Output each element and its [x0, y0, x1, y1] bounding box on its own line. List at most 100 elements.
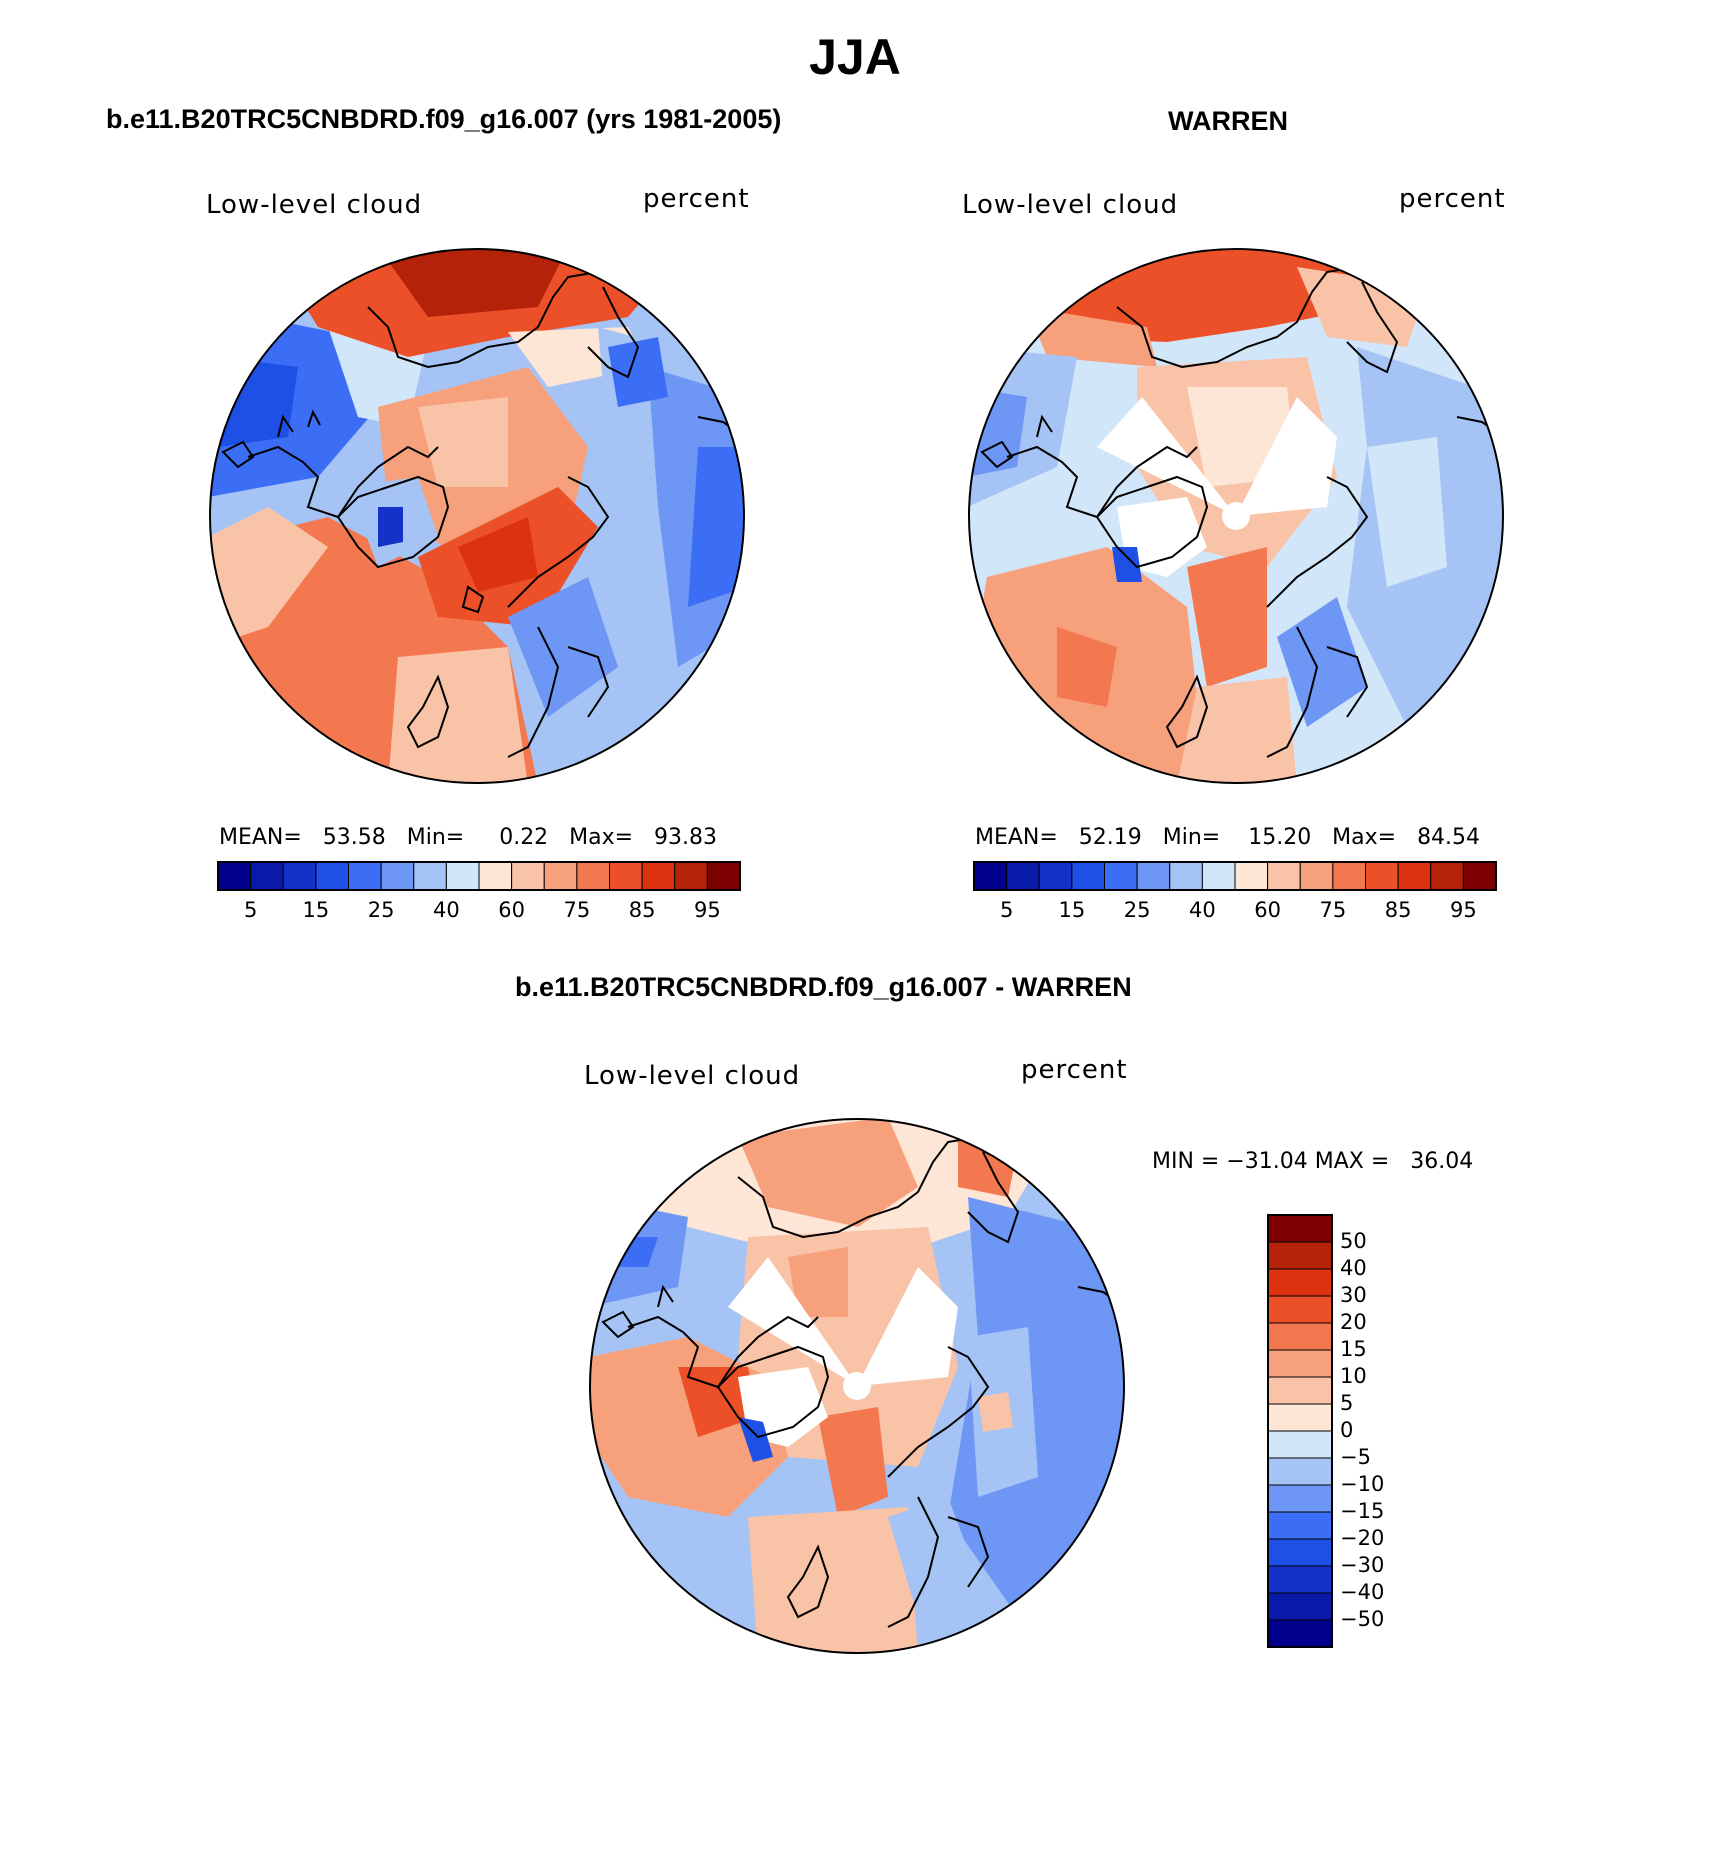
colorbar-swatch [1332, 861, 1366, 891]
panel-2-variable-label: Low-level cloud [962, 190, 1179, 220]
colorbar-swatch [315, 861, 349, 891]
panel-3-polar-map [589, 1118, 1125, 1654]
field-greenland-blue [1112, 547, 1142, 582]
panel-3-variable-label: Low-level cloud [584, 1061, 801, 1091]
colorbar-swatch [250, 861, 284, 891]
colorbar-swatch [1267, 1214, 1333, 1243]
colorbar-tick-label: −10 [1340, 1472, 1385, 1496]
field-deepblue-west [218, 357, 298, 447]
panel-2-colorbar [973, 861, 1497, 891]
colorbar-tick-label: 30 [1340, 1283, 1367, 1307]
colorbar-tick-label: 75 [563, 898, 591, 922]
coastlines [980, 266, 1498, 758]
colorbar-tick-label: 15 [302, 898, 330, 922]
colorbar-swatch [1267, 1538, 1333, 1567]
colorbar-tick-label: −30 [1340, 1553, 1385, 1577]
colorbar-tick-label: 40 [1340, 1256, 1367, 1280]
field-arctic-center [418, 397, 508, 487]
colorbar-swatch [1006, 861, 1040, 891]
colorbar-tick-label: 20 [1340, 1310, 1367, 1334]
colorbar-swatch [1267, 1592, 1333, 1621]
map-border [589, 1118, 1125, 1654]
field-southwest-red [678, 1367, 758, 1437]
panel-1-colorbar [217, 861, 741, 891]
colorbar-swatch [1234, 861, 1269, 891]
panel-3-colorbar [1267, 1214, 1333, 1648]
colorbar-swatch [413, 861, 447, 891]
colorbar-tick-label: 15 [1340, 1337, 1367, 1361]
colorbar-tick-label: 15 [1058, 898, 1086, 922]
field-east-deepblue [688, 447, 744, 607]
colorbar-tick-label: −20 [1340, 1526, 1385, 1550]
panel-3-stats: MIN = −31.04 MAX = 36.04 [1152, 1149, 1474, 1174]
colorbar-swatch [1397, 861, 1432, 891]
coastlines [601, 1136, 1119, 1628]
colorbar-swatch [1267, 1349, 1333, 1378]
missing-wedge-west [728, 1257, 857, 1386]
colorbar-tick-label: −40 [1340, 1580, 1385, 1604]
colorbar-swatch [478, 861, 513, 891]
colorbar-swatch [1267, 1565, 1333, 1594]
colorbar-swatch [1104, 861, 1138, 891]
map-border [209, 248, 745, 784]
field-darkred-north [378, 249, 568, 317]
field-southwest-red [1057, 627, 1117, 707]
missing-wedge-east [857, 1267, 958, 1386]
field-east-light [1367, 437, 1447, 587]
colorbar-tick-label: 60 [498, 898, 525, 922]
panel-1-units-label: percent [643, 184, 750, 214]
field-arctic-orange [788, 1247, 848, 1317]
panel-1-variable-label: Low-level cloud [206, 190, 423, 220]
colorbar-swatch [1136, 861, 1171, 891]
colorbar-tick-label: 5 [999, 898, 1014, 922]
colorbar-swatch [1267, 1241, 1333, 1270]
colorbar-tick-label: 25 [1123, 898, 1151, 922]
field-center-orange [1187, 547, 1267, 687]
colorbar-swatch [1299, 861, 1334, 891]
colorbar-swatch [674, 861, 708, 891]
colorbar-swatch [1267, 1430, 1333, 1459]
colorbar-tick-label: 25 [367, 898, 395, 922]
panel-2-units-label: percent [1399, 184, 1506, 214]
colorbar-swatch [1267, 1295, 1333, 1324]
colorbar-swatch [217, 861, 252, 891]
field-south-peach [388, 647, 528, 783]
colorbar-tick-label: 60 [1254, 898, 1281, 922]
colorbar-swatch [445, 861, 480, 891]
panel-3-colorbar-labels: 50 40 30 20 15 10 5 0 −5 −10 −15 −20 −30 −40 −50 [1340, 1215, 1460, 1647]
colorbar-swatch [1267, 1484, 1333, 1513]
colorbar-swatch [1365, 861, 1399, 891]
missing-pole [1222, 502, 1250, 530]
colorbar-tick-label: −5 [1340, 1445, 1371, 1469]
colorbar-tick-label: 10 [1340, 1364, 1367, 1388]
field-europe-blue [1277, 597, 1367, 727]
field-europe-blue [508, 577, 618, 717]
colorbar-swatch [1038, 861, 1073, 891]
field-orange-north [738, 1119, 918, 1227]
colorbar-swatch [543, 861, 578, 891]
field-center-red [818, 1407, 888, 1517]
colorbar-tick-label: 85 [1384, 898, 1412, 922]
map-border [968, 248, 1504, 784]
panel-3-heading: b.e11.B20TRC5CNBDRD.f09_g16.007 - WARREN [515, 972, 1132, 1002]
missing-pole [843, 1372, 871, 1400]
colorbar-swatch [641, 861, 676, 891]
colorbar-swatch [1430, 861, 1464, 891]
colorbar-swatch [576, 861, 610, 891]
colorbar-tick-label: 75 [1319, 898, 1347, 922]
panel-1-stats: MEAN= 53.58 Min= 0.22 Max= 93.83 [219, 825, 718, 850]
field-greenland-blue [738, 1417, 773, 1462]
field-east-peach [978, 1392, 1013, 1432]
colorbar-swatch [1267, 1457, 1333, 1486]
field-pacific-blue [608, 337, 668, 407]
colorbar-tick-label: 5 [1340, 1391, 1354, 1415]
colorbar-tick-label: 85 [628, 898, 656, 922]
figure-title: JJA [809, 29, 901, 85]
colorbar-tick-label: 95 [694, 898, 721, 922]
colorbar-swatch [1201, 861, 1236, 891]
colorbar-swatch [973, 861, 1008, 891]
colorbar-tick-label: −15 [1340, 1499, 1385, 1523]
colorbar-tick-label: 40 [433, 898, 460, 922]
colorbar-swatch [1267, 1322, 1333, 1351]
colorbar-swatch [348, 861, 382, 891]
